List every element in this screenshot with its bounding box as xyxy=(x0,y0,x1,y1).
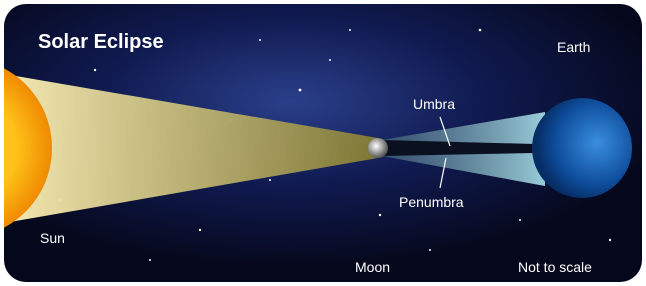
title: Solar Eclipse xyxy=(38,31,164,53)
penumbra-label: Penumbra xyxy=(399,194,464,210)
eclipse-diagram: Solar Eclipse Earth Umbra Penumbra Sun M… xyxy=(0,0,646,286)
moon-label: Moon xyxy=(355,259,390,275)
earth xyxy=(532,98,632,198)
scale-note: Not to scale xyxy=(518,259,592,275)
moon xyxy=(368,138,388,158)
earth-label: Earth xyxy=(557,39,590,55)
page: Solar Eclipse Earth Umbra Penumbra Sun M… xyxy=(0,0,646,286)
sun-label: Sun xyxy=(40,230,65,246)
umbra-label: Umbra xyxy=(413,96,455,112)
